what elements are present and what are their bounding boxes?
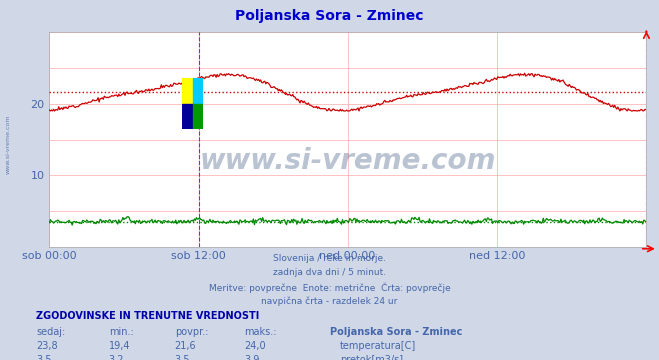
Text: zadnja dva dni / 5 minut.: zadnja dva dni / 5 minut. [273,268,386,277]
Text: 3,5: 3,5 [36,355,52,360]
Text: 23,8: 23,8 [36,341,58,351]
Text: ZGODOVINSKE IN TRENUTNE VREDNOSTI: ZGODOVINSKE IN TRENUTNE VREDNOSTI [36,311,260,321]
Bar [182,78,192,104]
Bar [192,78,203,104]
Text: min.:: min.: [109,327,134,337]
Text: pretok[m3/s]: pretok[m3/s] [340,355,403,360]
Text: maks.:: maks.: [244,327,276,337]
Text: 19,4: 19,4 [109,341,130,351]
Text: www.si-vreme.com: www.si-vreme.com [5,114,11,174]
Text: temperatura[C]: temperatura[C] [340,341,416,351]
Text: Meritve: povprečne  Enote: metrične  Črta: povprečje: Meritve: povprečne Enote: metrične Črta:… [209,283,450,293]
Text: Poljanska Sora - Zminec: Poljanska Sora - Zminec [330,327,462,337]
Text: www.si-vreme.com: www.si-vreme.com [200,147,496,175]
Text: sedaj:: sedaj: [36,327,65,337]
Text: 3,2: 3,2 [109,355,125,360]
Bar [182,104,192,129]
Text: 3,5: 3,5 [175,355,190,360]
Text: navpična črta - razdelek 24 ur: navpična črta - razdelek 24 ur [262,297,397,306]
Bar [192,104,203,129]
Text: 21,6: 21,6 [175,341,196,351]
Text: 24,0: 24,0 [244,341,266,351]
Text: Poljanska Sora - Zminec: Poljanska Sora - Zminec [235,9,424,23]
Text: povpr.:: povpr.: [175,327,208,337]
Text: 3,9: 3,9 [244,355,259,360]
Text: Slovenija / reke in morje.: Slovenija / reke in morje. [273,254,386,263]
